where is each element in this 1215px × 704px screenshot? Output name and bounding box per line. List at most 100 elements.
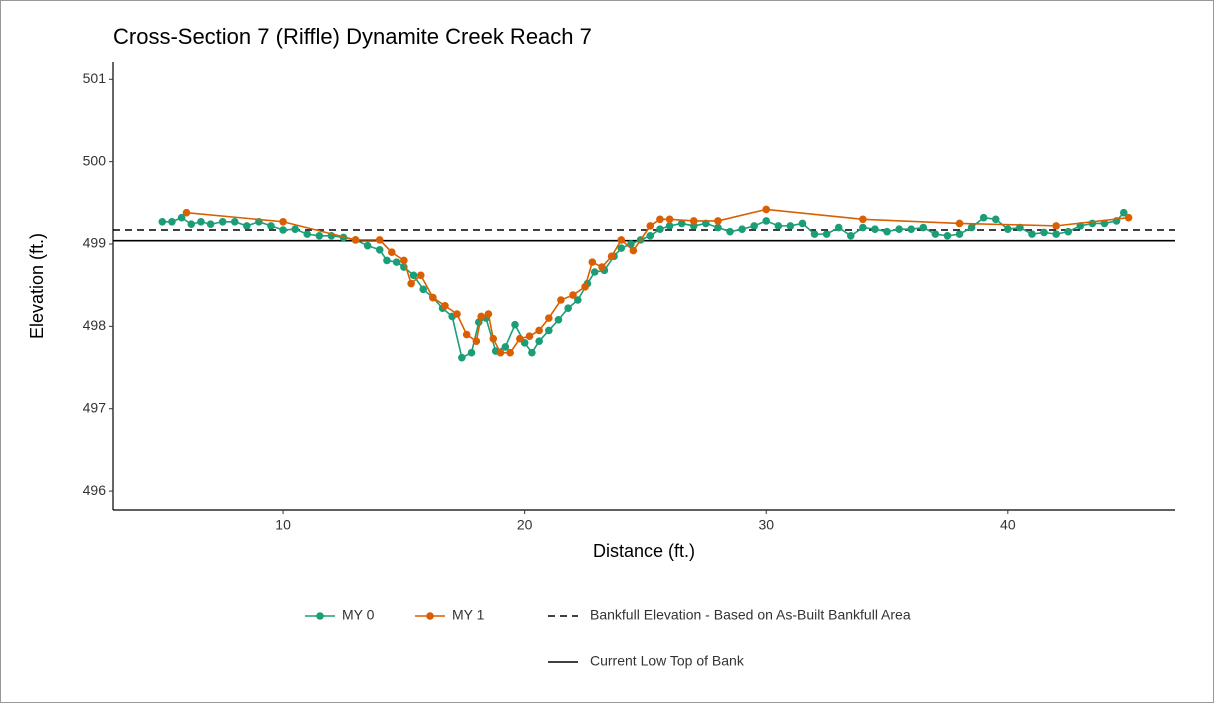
point — [859, 223, 867, 232]
point — [677, 219, 686, 228]
x-tick-label: 10 — [275, 517, 291, 533]
point — [581, 283, 589, 291]
point — [689, 217, 698, 225]
point — [291, 225, 299, 233]
point — [168, 217, 176, 226]
point — [714, 217, 722, 225]
point — [218, 217, 227, 226]
legend-label: MY 0 — [342, 607, 375, 623]
point — [187, 220, 196, 229]
point — [400, 256, 408, 265]
point — [798, 219, 807, 228]
point — [462, 330, 471, 339]
point — [554, 315, 563, 324]
point — [871, 225, 879, 233]
point — [375, 236, 384, 244]
point — [979, 213, 988, 222]
y-tick-label: 500 — [83, 152, 107, 168]
point — [1052, 230, 1060, 238]
point — [714, 223, 722, 232]
legend-swatch-point — [316, 612, 324, 620]
point — [419, 285, 427, 294]
point — [665, 215, 674, 224]
point — [472, 337, 481, 345]
point — [588, 258, 597, 266]
point — [158, 217, 167, 226]
point — [375, 245, 384, 254]
point — [1052, 222, 1060, 230]
point — [629, 246, 638, 255]
point — [1028, 230, 1036, 238]
point — [762, 205, 771, 214]
point — [774, 222, 783, 230]
point — [511, 320, 519, 329]
point — [557, 296, 565, 304]
point — [525, 332, 534, 341]
point — [230, 217, 239, 226]
point — [955, 230, 964, 238]
point — [315, 231, 324, 240]
point — [810, 230, 819, 238]
point — [598, 263, 606, 271]
point — [726, 227, 734, 236]
point — [197, 217, 205, 226]
point — [506, 348, 514, 357]
y-tick-label: 496 — [83, 482, 107, 498]
point — [545, 314, 553, 322]
point — [738, 225, 746, 233]
point — [279, 217, 287, 226]
point — [383, 256, 391, 265]
point — [919, 223, 928, 232]
series-line — [186, 208, 1129, 354]
x-axis-label: Distance (ft.) — [593, 541, 695, 561]
y-tick-label: 498 — [83, 317, 107, 333]
point — [363, 241, 372, 250]
point — [528, 348, 536, 357]
point — [429, 293, 437, 302]
point — [883, 227, 891, 236]
x-tick-label: 40 — [1000, 517, 1016, 533]
point — [569, 291, 577, 299]
point — [1100, 219, 1109, 228]
point — [516, 334, 524, 343]
point — [931, 230, 940, 238]
point — [458, 353, 466, 362]
point — [955, 219, 964, 228]
x-tick-label: 30 — [758, 517, 774, 533]
point — [574, 296, 582, 304]
chart-title: Cross-Section 7 (Riffle) Dynamite Creek … — [113, 24, 592, 49]
point — [1124, 213, 1133, 222]
y-axis-label: Elevation (ft.) — [27, 233, 47, 339]
point — [656, 225, 664, 233]
point — [545, 326, 553, 335]
point — [564, 304, 572, 313]
point — [441, 301, 449, 310]
point — [206, 220, 215, 229]
point — [453, 310, 461, 318]
point — [943, 231, 952, 240]
point — [762, 217, 771, 225]
y-tick-label: 501 — [83, 70, 107, 86]
point — [409, 271, 418, 280]
legend-label: Current Low Top of Bank — [590, 653, 745, 669]
point — [407, 279, 415, 288]
point — [392, 258, 401, 266]
point — [750, 222, 758, 230]
legend-label: MY 1 — [452, 607, 485, 623]
legend-swatch-point — [426, 612, 434, 620]
point — [243, 222, 251, 230]
x-tick-label: 20 — [517, 517, 533, 533]
y-tick-label: 497 — [83, 399, 107, 415]
point — [665, 222, 674, 230]
point — [177, 213, 186, 222]
point — [822, 230, 831, 238]
legend-label: Bankfull Elevation - Based on As-Built B… — [590, 607, 911, 623]
point — [590, 268, 599, 276]
point — [303, 230, 312, 238]
point — [477, 312, 485, 321]
point — [646, 231, 655, 240]
point — [484, 310, 493, 318]
